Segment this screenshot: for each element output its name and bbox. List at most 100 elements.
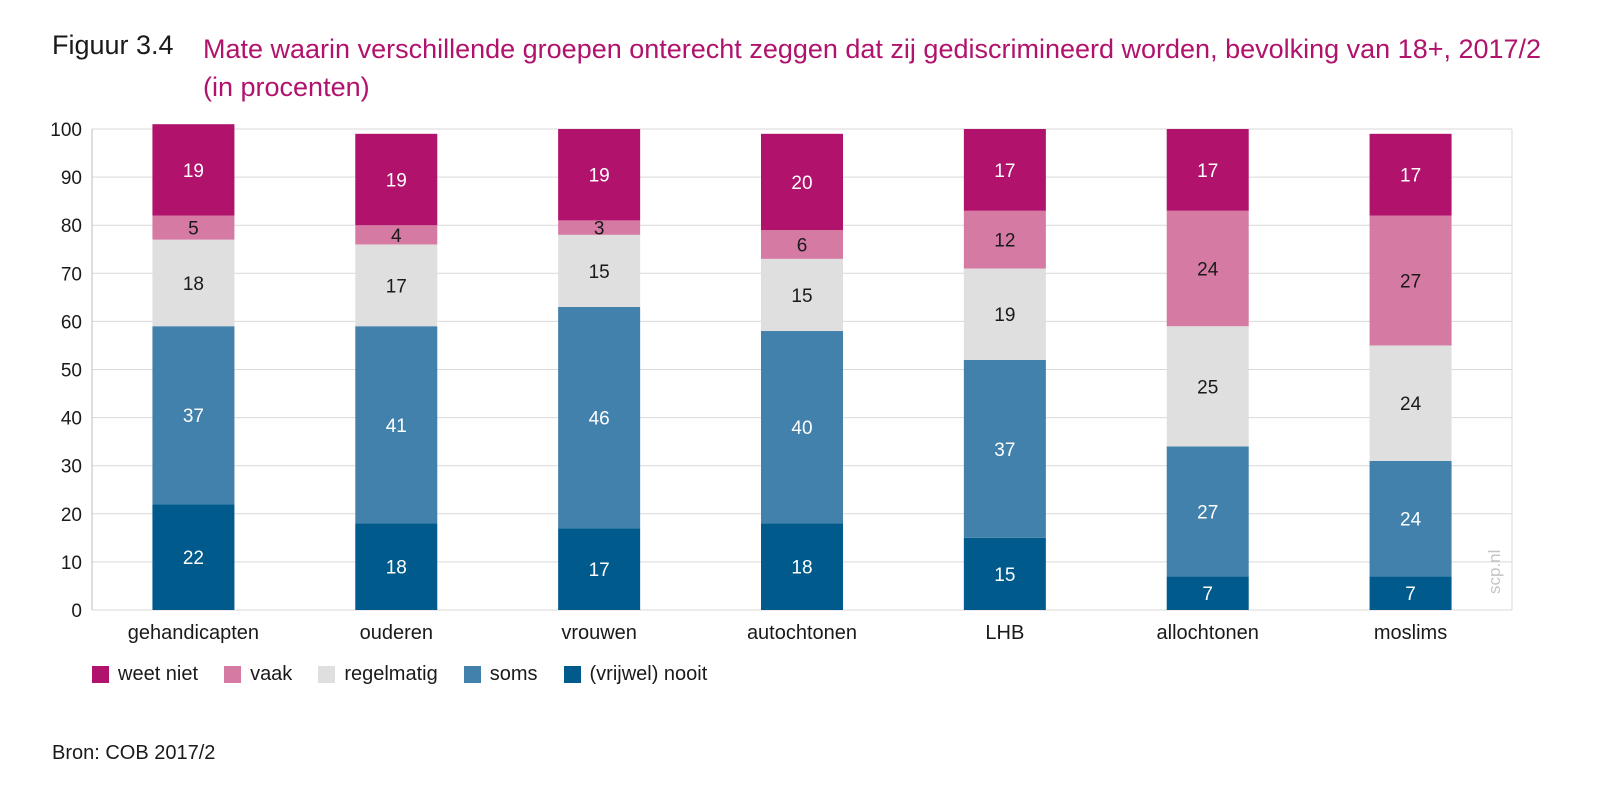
data-label: 17	[589, 560, 610, 581]
data-label: 5	[188, 219, 199, 240]
bar-segment	[558, 129, 641, 221]
bar-segment	[355, 133, 438, 226]
legend-item: soms	[463, 663, 538, 686]
bar-segment	[1166, 210, 1249, 327]
y-tick-label: 20	[61, 505, 82, 526]
data-label: 17	[994, 161, 1015, 182]
data-label: 24	[1400, 394, 1422, 415]
bar-segment	[355, 244, 438, 327]
legend-swatch	[92, 666, 109, 683]
legend-swatch	[463, 666, 481, 683]
data-label: 24	[1400, 510, 1422, 531]
data-label: 20	[791, 173, 812, 194]
bar-segment	[1166, 326, 1249, 447]
legend-label: soms	[489, 663, 538, 685]
bar-segment	[558, 220, 641, 235]
data-label: 37	[994, 440, 1015, 461]
y-tick-label: 40	[61, 409, 82, 430]
bar-segment	[761, 258, 843, 332]
bar-segment	[355, 523, 438, 610]
chart-title: Mate waarin verschillende groepen ontere…	[203, 34, 1542, 102]
data-label: 41	[386, 416, 407, 437]
x-tick-label: ouderen	[360, 622, 433, 644]
data-label: 15	[791, 286, 812, 307]
x-tick-label: allochtonen	[1157, 622, 1259, 644]
bar-segment	[1369, 460, 1452, 577]
bar-segment	[1369, 576, 1452, 610]
data-label: 18	[386, 558, 407, 579]
data-label: 24	[1197, 259, 1219, 280]
bar-segment	[963, 359, 1046, 538]
data-label: 15	[994, 565, 1015, 586]
data-label: 18	[791, 558, 812, 579]
y-tick-label: 100	[50, 120, 82, 141]
source-note: Bron: COB 2017/2	[52, 742, 216, 764]
y-tick-label: 30	[61, 457, 82, 478]
bar-segment	[355, 225, 438, 245]
legend-item: (vrijwel) nooit	[563, 663, 708, 686]
x-tick-label: LHB	[985, 622, 1024, 644]
data-label: 40	[791, 418, 812, 439]
figure-label: Figuur 3.4	[52, 30, 174, 60]
bar-segment	[558, 528, 641, 610]
data-label: 27	[1400, 272, 1421, 293]
legend-item: weet niet	[92, 663, 198, 686]
legend-swatch	[224, 666, 242, 683]
data-label: 15	[589, 262, 610, 283]
bar-segment	[152, 124, 235, 216]
data-label: 4	[391, 226, 402, 247]
bar-segment	[152, 239, 235, 327]
bar-segment	[152, 215, 235, 240]
bar-segment	[963, 537, 1046, 610]
y-tick-label: 90	[61, 168, 82, 189]
bar-segment	[1166, 446, 1249, 577]
y-tick-label: 60	[61, 312, 82, 333]
bar-segment	[1166, 129, 1249, 211]
bar-segment	[1369, 215, 1452, 346]
bar-segment	[152, 326, 235, 505]
legend-label: (vrijwel) nooit	[589, 663, 708, 685]
data-label: 17	[1400, 166, 1421, 187]
data-label: 17	[386, 276, 407, 297]
legend-swatch	[318, 666, 336, 683]
bar-segment	[558, 234, 641, 307]
data-label: 17	[1197, 161, 1218, 182]
stacked-bar-chart: 0102030405060708090100223718519gehandica…	[50, 120, 1513, 644]
data-label: 19	[386, 171, 407, 192]
data-label: 3	[594, 219, 605, 240]
legend-label: regelmatig	[344, 663, 438, 685]
legend-label: vaak	[250, 663, 293, 685]
x-tick-label: vrouwen	[561, 622, 637, 644]
bar-segment	[1369, 345, 1452, 461]
y-tick-label: 10	[61, 553, 82, 574]
x-tick-label: gehandicapten	[128, 622, 259, 644]
legend-item: regelmatig	[318, 663, 438, 686]
bar-segment	[761, 523, 843, 610]
legend-label: weet niet	[118, 663, 199, 685]
data-label: 37	[183, 406, 204, 427]
legend-swatch	[563, 666, 581, 683]
bar-segment	[963, 210, 1046, 269]
bar-segment	[355, 326, 438, 524]
y-tick-label: 50	[61, 361, 82, 382]
bar-segment	[761, 230, 843, 259]
bar-segment	[761, 331, 843, 524]
data-label: 6	[797, 235, 808, 256]
bar-segment	[558, 306, 641, 529]
data-label: 46	[589, 409, 610, 430]
data-label: 7	[1405, 584, 1416, 605]
y-tick-label: 80	[61, 216, 82, 237]
data-label: 25	[1197, 377, 1218, 398]
legend-item: vaak	[224, 663, 292, 686]
x-tick-label: autochtonen	[747, 622, 857, 644]
bar-segment	[963, 129, 1046, 211]
bar-segment	[152, 504, 235, 610]
y-tick-label: 0	[71, 601, 82, 622]
watermark: scp.nl	[1485, 550, 1504, 594]
bar-segment	[1369, 133, 1452, 216]
bar-segment	[761, 133, 843, 231]
y-tick-label: 70	[61, 264, 82, 285]
bar-segment	[1166, 576, 1249, 610]
data-label: 22	[183, 548, 204, 569]
data-label: 19	[589, 166, 610, 187]
